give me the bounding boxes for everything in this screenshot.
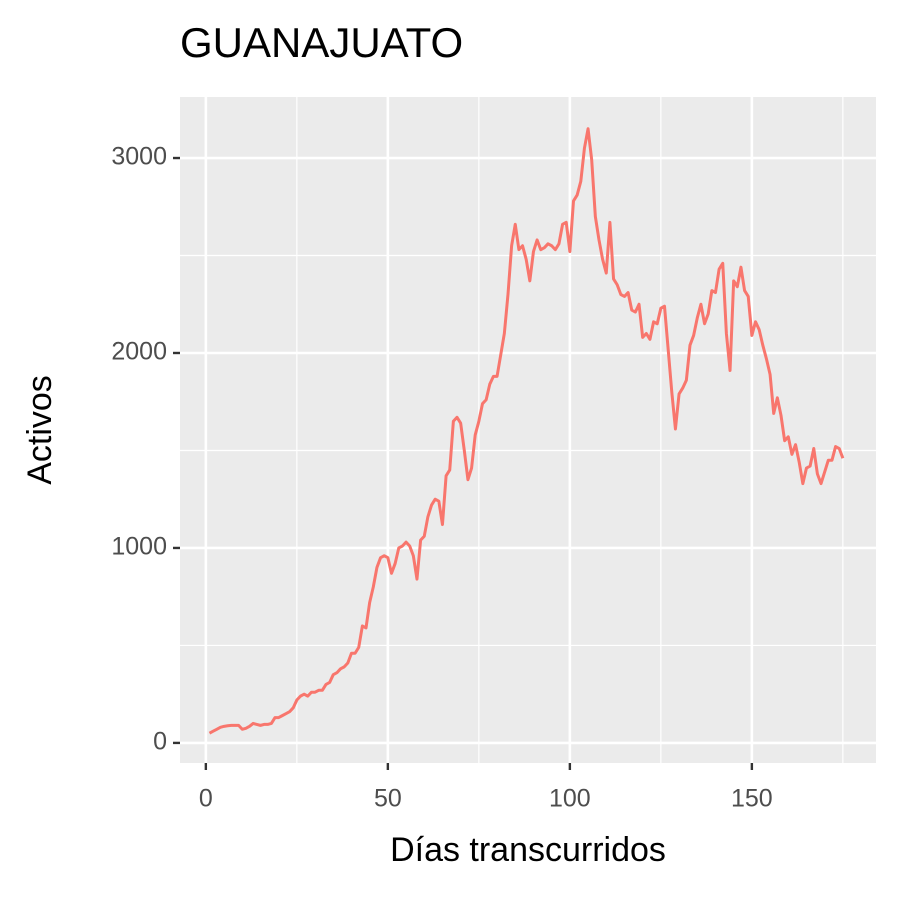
- x-tick-label: 150: [731, 785, 773, 813]
- y-axis-title: Activos: [21, 375, 59, 485]
- chart-title: GUANAJUATO: [180, 19, 463, 66]
- y-tick-label: 3000: [111, 143, 167, 171]
- x-tick-label: 0: [199, 785, 213, 813]
- y-tick-label: 2000: [111, 338, 167, 366]
- x-tick-label: 100: [549, 785, 591, 813]
- data-line: [208, 127, 845, 735]
- y-tick-label: 1000: [111, 533, 167, 561]
- panel: [180, 97, 876, 763]
- x-tick-label: 50: [374, 785, 402, 813]
- x-axis-title: Días transcurridos: [390, 831, 666, 869]
- y-tick-label: 0: [153, 728, 167, 756]
